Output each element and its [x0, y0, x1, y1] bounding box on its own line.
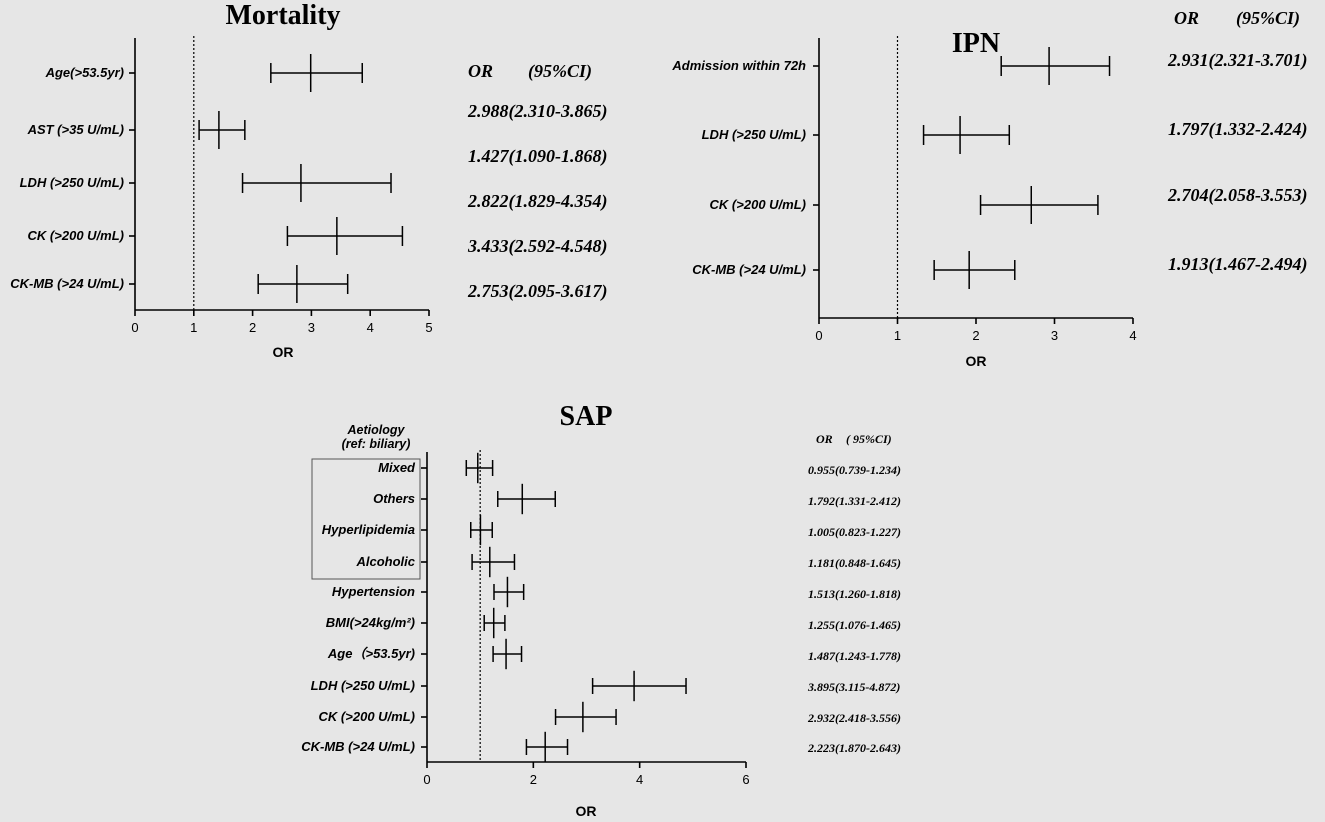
sap-or-value: 2.932(2.418-3.556) — [807, 711, 901, 725]
ipn-x-tick-label: 1 — [894, 328, 901, 343]
ipn-ci-header: (95%CI) — [1236, 8, 1300, 29]
ipn-row-label: CK (>200 U/mL) — [710, 197, 806, 212]
mortality-row-label: CK (>200 U/mL) — [28, 228, 124, 243]
mortality-x-tick-label: 2 — [249, 320, 256, 335]
mortality-or-value: 2.753(2.095-3.617) — [467, 281, 607, 302]
sap-row-label: CK (>200 U/mL) — [319, 709, 415, 724]
ipn-or-header: OR — [1174, 8, 1199, 28]
mortality-or-header: OR — [468, 61, 493, 81]
sap-title: SAP — [560, 401, 613, 432]
sap-x-tick-label: 6 — [742, 772, 749, 787]
ipn-x-tick-label: 0 — [815, 328, 822, 343]
ipn-or-value: 1.913(1.467-2.494) — [1168, 254, 1307, 275]
ipn-row-label: LDH (>250 U/mL) — [702, 127, 806, 142]
mortality-x-tick-label: 1 — [190, 320, 197, 335]
sap-row-label: Others — [373, 491, 415, 506]
sap-group-label-line1: Aetiology — [347, 423, 406, 437]
mortality-x-tick-label: 4 — [367, 320, 374, 335]
mortality-x-tick-label: 3 — [308, 320, 315, 335]
sap-or-header: OR — [816, 432, 833, 446]
ipn-or-value: 1.797(1.332-2.424) — [1168, 119, 1307, 140]
mortality-row-label: CK-MB (>24 U/mL) — [10, 276, 124, 291]
sap-or-value: 0.955(0.739-1.234) — [808, 463, 901, 477]
mortality-row-label: Age(>53.5yr) — [45, 65, 124, 80]
sap-or-value: 2.223(1.870-2.643) — [807, 741, 901, 755]
ipn-or-value: 2.704(2.058-3.553) — [1167, 185, 1307, 206]
sap-group-label-line2: (ref: biliary) — [342, 437, 411, 451]
ipn-title: IPN — [952, 28, 1000, 59]
sap-or-value: 1.005(0.823-1.227) — [808, 525, 901, 539]
mortality-or-value: 1.427(1.090-1.868) — [468, 146, 607, 167]
sap-or-value: 3.895(3.115-4.872) — [807, 680, 900, 694]
ipn-x-axis-label: OR — [966, 353, 987, 369]
mortality-ci-header: (95%CI) — [528, 61, 592, 82]
sap-x-axis-label: OR — [576, 803, 597, 819]
ipn-panel: IPN OR (95%CI) OR 0 1 2 3 4 Admission within … — [671, 8, 1307, 369]
ipn-or-value: 2.931(2.321-3.701) — [1167, 50, 1307, 71]
mortality-or-value: 3.433(2.592-4.548) — [467, 236, 607, 257]
sap-or-value: 1.255(1.076-1.465) — [808, 618, 901, 632]
mortality-title: Mortality — [225, 0, 340, 31]
sap-or-value: 1.792(1.331-2.412) — [808, 494, 901, 508]
mortality-x-axis-label: OR — [273, 344, 294, 360]
ipn-row-label: CK-MB (>24 U/mL) — [692, 262, 806, 277]
sap-or-value: 1.513(1.260-1.818) — [808, 587, 901, 601]
sap-row-label: LDH (>250 U/mL) — [311, 678, 415, 693]
sap-x-tick-label: 0 — [423, 772, 430, 787]
sap-row-label: BMI(>24kg/m²) — [326, 615, 415, 630]
ipn-x-tick-label: 3 — [1051, 328, 1058, 343]
mortality-row-label: AST (>35 U/mL) — [27, 122, 124, 137]
mortality-x-tick-label: 0 — [131, 320, 138, 335]
sap-row-label: CK-MB (>24 U/mL) — [301, 739, 415, 754]
sap-row-label: Mixed — [378, 460, 416, 475]
sap-or-value: 1.487(1.243-1.778) — [808, 649, 901, 663]
sap-x-tick-label: 2 — [530, 772, 537, 787]
mortality-or-value: 2.822(1.829-4.354) — [467, 191, 607, 212]
mortality-panel: Mortality OR (95%CI) OR 0 1 2 3 4 5 Age(>53.5y… — [10, 0, 607, 360]
sap-row-label: Hypertension — [332, 584, 415, 599]
sap-row-label: Hyperlipidemia — [322, 522, 415, 537]
ipn-x-tick-label: 2 — [972, 328, 979, 343]
ipn-x-tick-label: 4 — [1129, 328, 1136, 343]
sap-row-label: Alcoholic — [355, 554, 415, 569]
aetiology-group-box — [311, 458, 421, 580]
sap-or-value: 1.181(0.848-1.645) — [808, 556, 901, 570]
sap-ci-header: ( 95%CI) — [846, 432, 892, 446]
mortality-or-value: 2.988(2.310-3.865) — [467, 101, 607, 122]
sap-row-label: Age（>53.5yr) — [327, 646, 415, 661]
sap-panel: SAP Aetiology (ref: biliary) OR ( 95%CI)… — [301, 401, 901, 819]
ipn-row-label: Admission within 72h — [671, 58, 806, 73]
sap-x-tick-label: 4 — [636, 772, 643, 787]
mortality-row-label: LDH (>250 U/mL) — [20, 175, 124, 190]
mortality-x-tick-label: 5 — [425, 320, 432, 335]
